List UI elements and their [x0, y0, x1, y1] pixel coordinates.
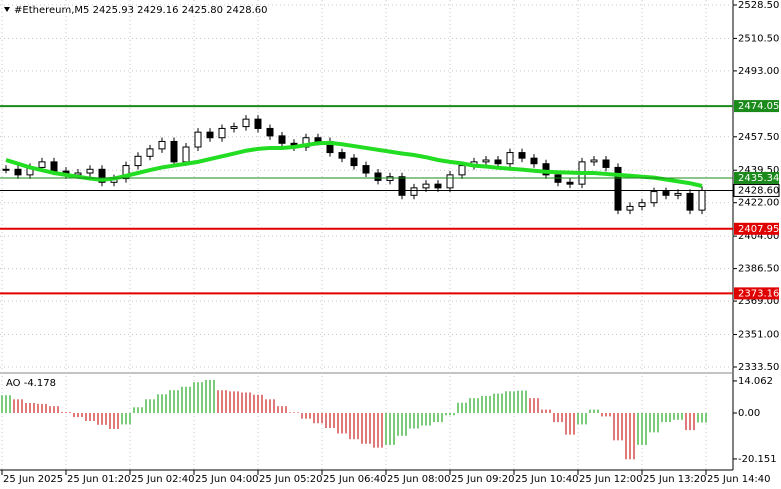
- level-label-box: [734, 222, 779, 235]
- candle: [434, 183, 442, 189]
- level-label: 2435.34: [738, 173, 779, 184]
- ao-label: AO -4.178: [6, 378, 56, 389]
- x-tick-label: 25 Jun 2025: [3, 474, 63, 485]
- candle: [158, 140, 166, 150]
- level-label-box: [734, 100, 779, 113]
- candle: [50, 161, 58, 172]
- x-tick-label: 25 Jun 13:20: [643, 474, 707, 485]
- candle: [398, 176, 406, 196]
- candle: [530, 157, 538, 165]
- y-tick-label: 2510.50: [738, 33, 779, 44]
- y-tick-label: 2333.50: [738, 362, 779, 373]
- candle: [494, 159, 502, 165]
- level-label: 2428.60: [738, 185, 779, 196]
- y-tick-label: 2404.00: [738, 231, 779, 242]
- candle: [626, 205, 634, 211]
- candle: [686, 192, 694, 211]
- moving-average: [5, 140, 703, 188]
- x-tick-label: 25 Jun 02:40: [131, 474, 195, 485]
- y-tick-label: 2493.00: [738, 66, 779, 77]
- candle: [614, 166, 622, 211]
- candle: [194, 131, 202, 148]
- level-label-box: [734, 171, 779, 184]
- candle: [458, 165, 466, 176]
- candle: [146, 148, 154, 157]
- candle: [2, 168, 10, 171]
- candle: [242, 118, 250, 128]
- y-tick-label: 2457.50: [738, 132, 779, 143]
- candle: [14, 168, 22, 176]
- candle: [650, 191, 658, 204]
- y-tick-label: 2528.50: [738, 0, 779, 11]
- candle: [482, 159, 490, 163]
- level-label-box: [733, 183, 780, 197]
- candle: [566, 181, 574, 185]
- candle: [98, 168, 106, 183]
- ao-y-tick-label: 14.062: [738, 376, 773, 387]
- candle: [350, 157, 358, 167]
- candle: [602, 159, 610, 168]
- candle: [422, 183, 430, 189]
- candle: [662, 191, 670, 196]
- candle: [446, 174, 454, 189]
- level-label: 2474.05: [738, 101, 779, 112]
- candle: [134, 155, 142, 167]
- level-label: 2407.95: [738, 224, 779, 235]
- candle: [386, 176, 394, 181]
- candle: [590, 159, 598, 163]
- ao-y-tick-label: 0.00: [738, 408, 760, 419]
- candle: [518, 152, 526, 159]
- chart-header: #Ethereum,M5 2425.93 2429.16 2425.80 242…: [14, 5, 268, 16]
- x-tick-label: 25 Jun 08:00: [387, 474, 451, 485]
- x-tick-label: 25 Jun 10:40: [515, 474, 579, 485]
- x-tick-label: 25 Jun 05:20: [259, 474, 323, 485]
- candle: [410, 187, 418, 196]
- level-label: 2373.16: [738, 288, 779, 299]
- x-tick-label: 25 Jun 01:20: [67, 474, 131, 485]
- header-icon: [4, 7, 10, 12]
- candle: [122, 165, 130, 180]
- candle: [86, 168, 94, 174]
- candle: [170, 140, 178, 163]
- candle: [230, 126, 238, 129]
- candle: [278, 135, 286, 144]
- x-tick-label: 25 Jun 06:40: [323, 474, 387, 485]
- x-tick-label: 25 Jun 14:40: [707, 474, 771, 485]
- candle: [38, 161, 46, 168]
- candle: [554, 174, 562, 183]
- x-tick-label: 25 Jun 04:00: [195, 474, 259, 485]
- y-tick-label: 2386.50: [738, 264, 779, 275]
- level-label-box: [734, 287, 779, 300]
- candle: [362, 165, 370, 174]
- x-tick-label: 25 Jun 09:20: [451, 474, 515, 485]
- candle: [698, 189, 706, 211]
- candle: [638, 202, 646, 207]
- y-tick-label: 2351.00: [738, 330, 779, 341]
- candle: [338, 152, 346, 159]
- candle: [506, 152, 514, 165]
- x-tick-label: 25 Jun 12:00: [579, 474, 643, 485]
- y-tick-label: 2422.00: [738, 198, 779, 209]
- candle: [206, 131, 214, 139]
- candle: [266, 127, 274, 137]
- candle: [542, 163, 550, 176]
- candle: [182, 146, 190, 163]
- candle: [674, 192, 682, 196]
- y-tick-label: 2369.00: [738, 296, 779, 307]
- candle: [254, 118, 262, 129]
- ao-y-tick-label: -20.151: [738, 454, 777, 465]
- candle: [218, 127, 226, 139]
- candle: [374, 172, 382, 181]
- candle: [314, 137, 322, 142]
- y-tick-label: 2439.50: [738, 165, 779, 176]
